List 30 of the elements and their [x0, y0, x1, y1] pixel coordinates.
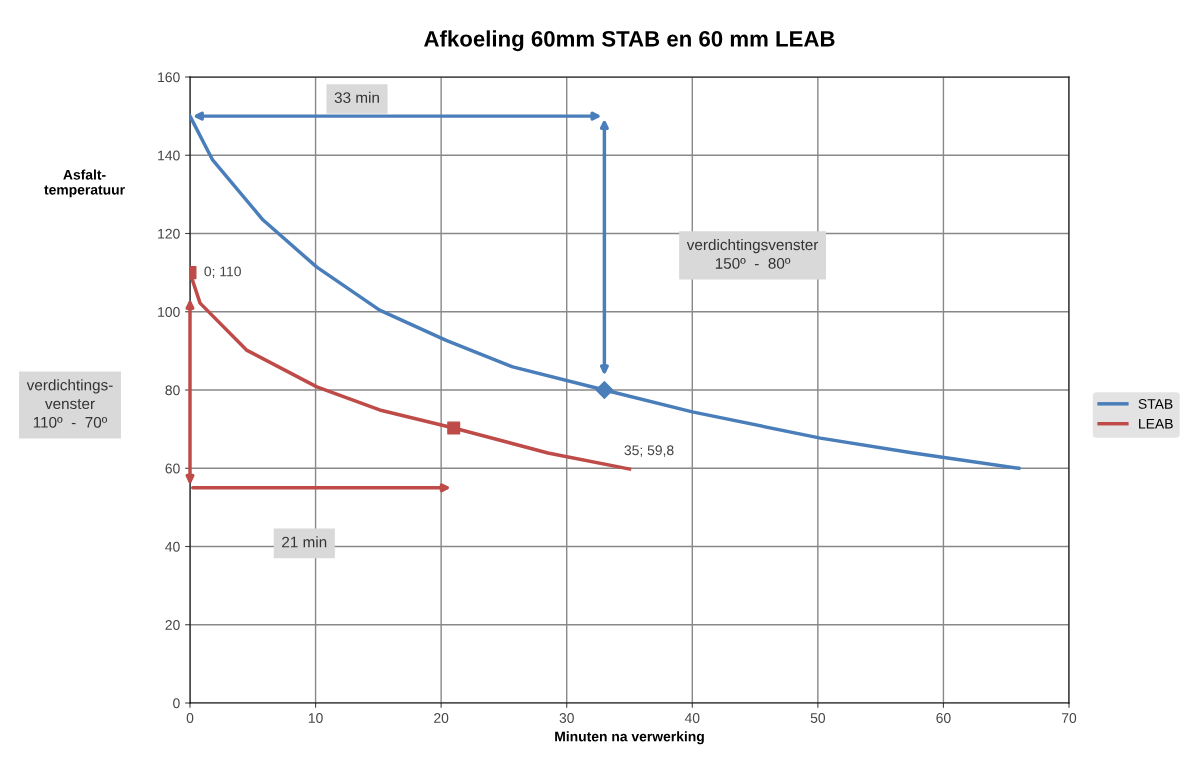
x-axis-title: Minuten na verwerking	[555, 731, 704, 745]
annotation: 0; 110	[204, 266, 241, 278]
x-tick-label: 70	[1061, 713, 1077, 723]
y-tick-label: 160	[158, 72, 180, 83]
y-axis-title: Asfalt- temperatuur	[44, 169, 125, 198]
legend-label: LEAB	[1139, 419, 1173, 429]
annotation: 35; 59,8	[624, 445, 674, 457]
annotation: 33 min	[334, 91, 379, 104]
y-tick-label: 100	[158, 307, 180, 317]
text: verdichtings- venster 110º - 70º	[26, 379, 113, 428]
y-tick-label: 0	[173, 698, 180, 709]
y-tick-label: 120	[158, 228, 180, 239]
line-series	[190, 114, 1021, 470]
y-tick-label: 60	[165, 463, 180, 474]
chart-title: Afkoeling 60mm STAB en 60 mm LEAB	[424, 30, 835, 52]
x-tick-label: 30	[559, 713, 574, 723]
point	[595, 381, 614, 399]
y-tick-label: 140	[158, 150, 180, 161]
x-tick-label: 20	[434, 713, 449, 723]
y-tick-label: 20	[165, 620, 180, 630]
x-tick-label: 50	[810, 713, 826, 723]
legend-label: STAB	[1138, 398, 1173, 409]
x-tick-label: 10	[308, 713, 323, 723]
x-tick-label: 60	[936, 713, 951, 723]
x-tick-label: 40	[684, 713, 700, 723]
annotation: verdichtingsvenster 150º - 80º	[686, 238, 819, 269]
annotation: 21 min	[282, 536, 327, 548]
y-tick-label: 40	[165, 541, 180, 552]
y-tick-label: 80	[165, 385, 180, 396]
x-tick-label: 0	[186, 713, 194, 723]
